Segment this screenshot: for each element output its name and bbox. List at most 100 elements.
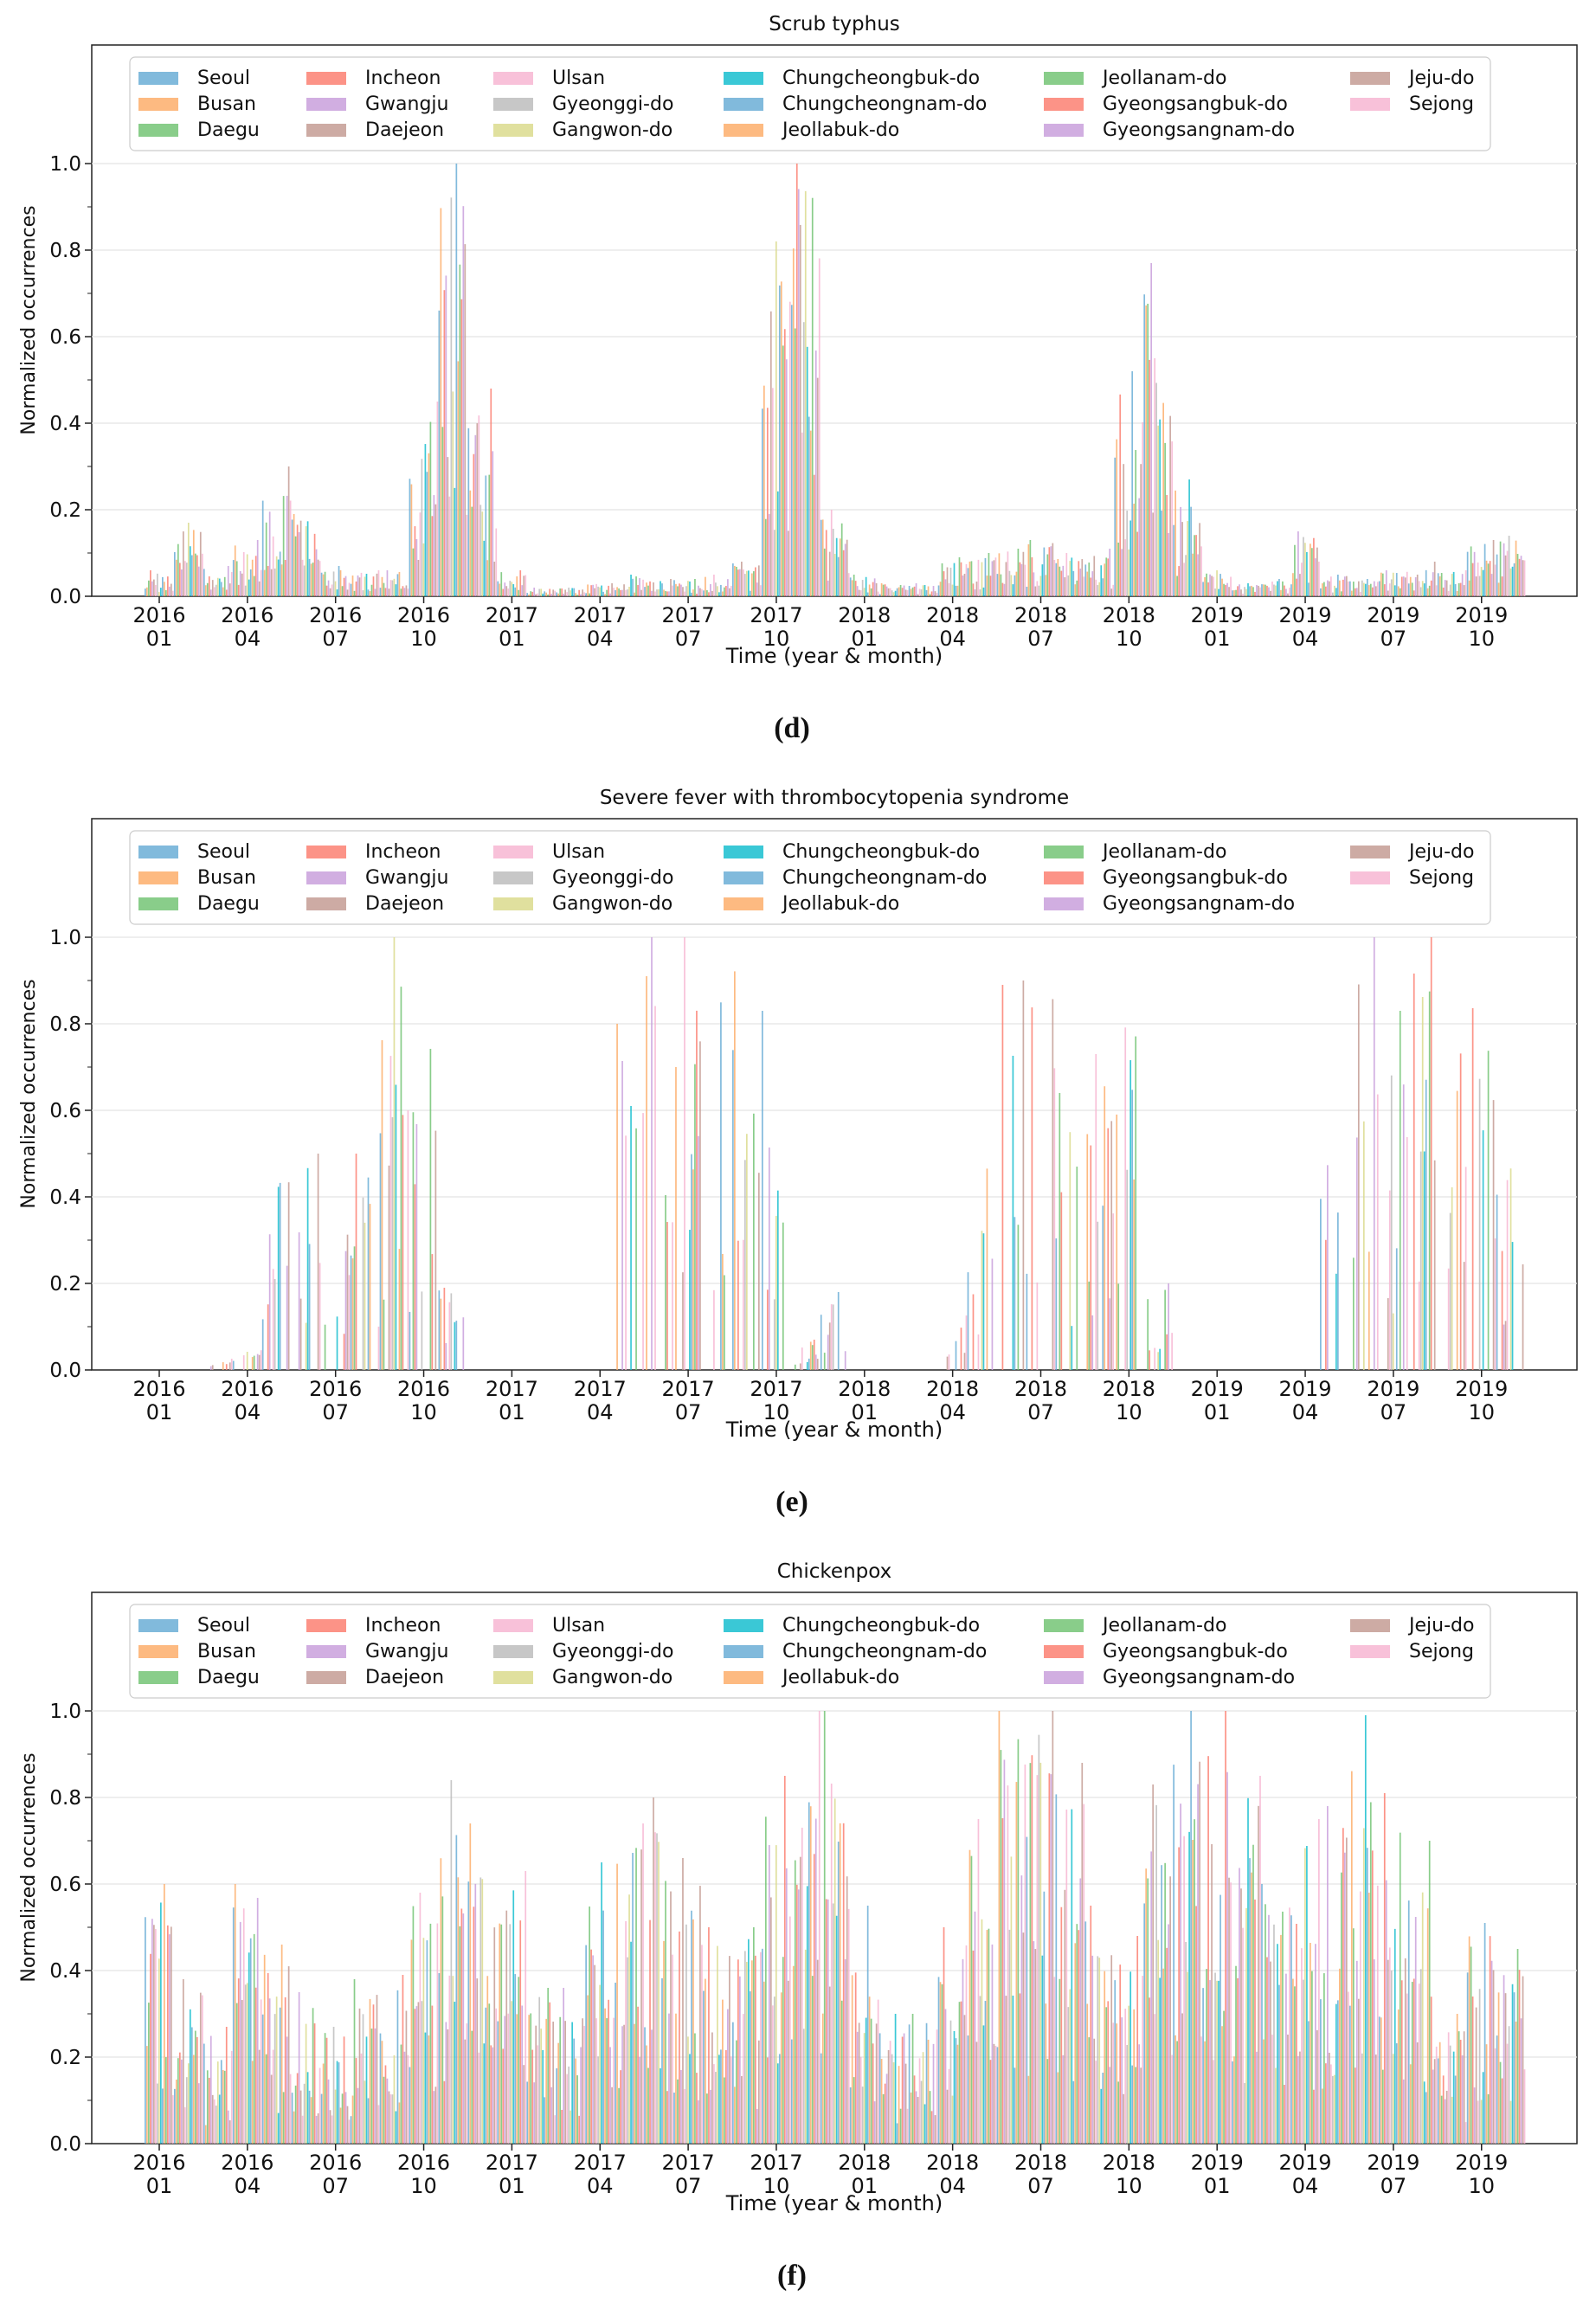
bar-2016-10-jeju-do bbox=[434, 504, 437, 596]
bar-2018-10-jeollabuk-do bbox=[1133, 2009, 1136, 2144]
bar-2016-10-jeju-do bbox=[434, 2087, 437, 2144]
bar-2018-10-busan bbox=[1116, 2023, 1118, 2144]
bar-2017-06-ulsan bbox=[654, 591, 656, 596]
bar-2017-09-seoul bbox=[732, 1050, 734, 1370]
bar-2016-05-gyeongsangbuk-do bbox=[284, 1997, 286, 2144]
bar-2016-12-gyeongsangnam-do bbox=[492, 2047, 494, 2144]
bar-2018-03-gwangju bbox=[915, 583, 917, 596]
bar-2017-08-gangwon-do bbox=[717, 586, 718, 596]
bar-2016-08-gangwon-do bbox=[364, 2080, 366, 2144]
bar-2017-08-daegu bbox=[706, 2093, 708, 2144]
bar-2019-08-chungcheongnam-do bbox=[1425, 2092, 1427, 2144]
bar-2018-07-chungcheongnam-do bbox=[1043, 547, 1046, 596]
bar-2016-04-busan bbox=[234, 1884, 236, 2144]
bar-2017-07-ulsan bbox=[684, 937, 685, 1370]
legend-label: Daejeon bbox=[365, 119, 444, 141]
bar-2016-07-busan bbox=[322, 574, 325, 596]
bar-2017-01-chungcheongbuk-do bbox=[512, 1890, 515, 2144]
bar-2019-02-gyeonggi-do bbox=[1244, 2082, 1245, 2144]
bar-2019-05-chungcheongbuk-do bbox=[1335, 1273, 1337, 1370]
bar-2017-08-jeollanam-do bbox=[724, 587, 725, 596]
x-tick-year: 2018 bbox=[926, 2151, 979, 2175]
bar-2019-10-chungcheongbuk-do bbox=[1482, 1130, 1484, 1370]
bar-2018-10-incheon bbox=[1119, 1964, 1122, 2144]
bar-2016-03-ulsan bbox=[213, 587, 216, 596]
bar-2017-08-gwangju bbox=[710, 2089, 711, 2144]
bar-2019-07-ulsan bbox=[1388, 583, 1391, 596]
bar-2018-04-gangwon-do bbox=[951, 584, 954, 596]
legend-label: Busan bbox=[197, 867, 256, 889]
bar-2018-10-sejong bbox=[1142, 1976, 1144, 2144]
bar-2017-08-ulsan bbox=[713, 1289, 715, 1370]
x-tick-month: 04 bbox=[1292, 1400, 1319, 1424]
legend-swatch bbox=[493, 72, 533, 85]
bar-2018-10-jeollanam-do bbox=[1135, 2067, 1137, 2144]
bar-2017-08-gwangju bbox=[710, 584, 711, 596]
bar-2016-08-gangwon-do bbox=[364, 1222, 366, 1370]
bar-2017-07-incheon bbox=[679, 1931, 680, 2144]
legend-swatch bbox=[1044, 124, 1084, 137]
bar-2018-06-gyeongsangnam-do bbox=[1020, 563, 1023, 596]
bar-2018-05-chungcheongnam-do bbox=[984, 2001, 987, 2144]
bar-2018-01-gyeongsangbuk-do bbox=[872, 2043, 874, 2144]
bar-2016-05-daegu bbox=[265, 522, 267, 596]
bar-2018-04-gyeongsangbuk-do bbox=[960, 1328, 962, 1370]
bar-2018-07-busan bbox=[1027, 2075, 1030, 2144]
x-tick-month: 07 bbox=[322, 627, 349, 651]
bar-2019-11-daegu bbox=[1499, 541, 1502, 596]
bar-2017-05-jeollabuk-do bbox=[634, 592, 635, 596]
bar-2019-11-gyeongsangnam-do bbox=[1520, 556, 1522, 596]
bar-2018-03-chungcheongnam-do bbox=[925, 2022, 928, 2144]
bar-2019-08-gwangju bbox=[1414, 1917, 1417, 2144]
legend-swatch bbox=[306, 1645, 346, 1658]
bar-2017-10-daegu bbox=[764, 518, 767, 596]
bar-2018-11-ulsan bbox=[1154, 1347, 1156, 1370]
bar-2018-03-incheon bbox=[913, 586, 916, 596]
bar-2017-04-gyeonggi-do bbox=[597, 2056, 599, 2144]
bar-2017-01-ulsan bbox=[507, 2013, 510, 2144]
bar-2017-01-gangwon-do bbox=[511, 2001, 513, 2144]
bar-2018-06-gyeongsangbuk-do bbox=[1019, 1993, 1021, 2144]
bar-2016-06-incheon bbox=[296, 524, 299, 596]
bar-2017-03-jeollanam-do bbox=[576, 2075, 578, 2144]
bar-2019-07-gwangju bbox=[1385, 1880, 1387, 2144]
bar-2018-07-jeju-do bbox=[1052, 999, 1054, 1370]
x-tick-year: 2016 bbox=[132, 2151, 185, 2175]
bar-2018-09-daejeon bbox=[1093, 2038, 1096, 2144]
x-tick-month: 07 bbox=[1027, 1400, 1054, 1424]
bar-2018-02-incheon bbox=[884, 584, 886, 596]
bar-2017-08-jeollabuk-do bbox=[722, 591, 724, 596]
bar-2017-09-gyeongsangbuk-do bbox=[754, 1955, 756, 2144]
legend-label: Gangwon-do bbox=[552, 893, 673, 915]
bar-2016-05-jeju-do bbox=[287, 1182, 290, 1370]
bar-2019-06-gyeongsangnam-do bbox=[1373, 581, 1375, 596]
bar-2017-08-daejeon bbox=[711, 590, 713, 596]
bar-2016-07-chungcheongbuk-do bbox=[336, 589, 338, 596]
y-axis-label: Normalized occurrences bbox=[18, 205, 40, 434]
bar-2018-12-daejeon bbox=[1181, 2013, 1183, 2144]
bar-2017-07-chungcheongbuk-do bbox=[689, 2054, 691, 2144]
bar-2018-06-gangwon-do bbox=[1010, 1856, 1013, 2144]
bar-2016-01-jeollanam-do bbox=[164, 2057, 167, 2144]
bar-2017-11-jeju-do bbox=[816, 1359, 819, 1370]
bar-2018-11-jeollanam-do bbox=[1164, 442, 1166, 596]
bar-2018-07-gyeongsangbuk-do bbox=[1048, 1773, 1051, 2144]
bar-2018-01-sejong bbox=[877, 591, 879, 596]
x-tick-year: 2016 bbox=[132, 1377, 185, 1401]
legend-swatch bbox=[306, 871, 346, 884]
bar-2017-12-incheon bbox=[825, 1899, 827, 2144]
bar-2017-07-gwangju bbox=[680, 2070, 682, 2144]
bar-2019-03-chungcheongbuk-do bbox=[1277, 1944, 1278, 2144]
bar-2017-07-gyeonggi-do bbox=[685, 1924, 687, 2144]
x-tick-month: 04 bbox=[1292, 627, 1319, 651]
y-tick-label: 0.6 bbox=[49, 1874, 81, 1896]
bar-2019-02-gwangju bbox=[1239, 1868, 1240, 2144]
bar-2018-07-jeollanam-do bbox=[1046, 554, 1049, 596]
bar-2016-08-chungcheongbuk-do bbox=[365, 2036, 368, 2144]
bar-2017-05-ulsan bbox=[625, 1920, 627, 2144]
bar-2019-02-gyeongsangbuk-do bbox=[1254, 1899, 1256, 2144]
bar-2016-05-seoul bbox=[261, 1319, 264, 1370]
bar-2019-11-busan bbox=[1497, 1992, 1500, 2144]
bar-2016-09-seoul bbox=[379, 588, 382, 596]
bar-2019-06-gyeongsangbuk-do bbox=[1371, 1850, 1374, 2144]
